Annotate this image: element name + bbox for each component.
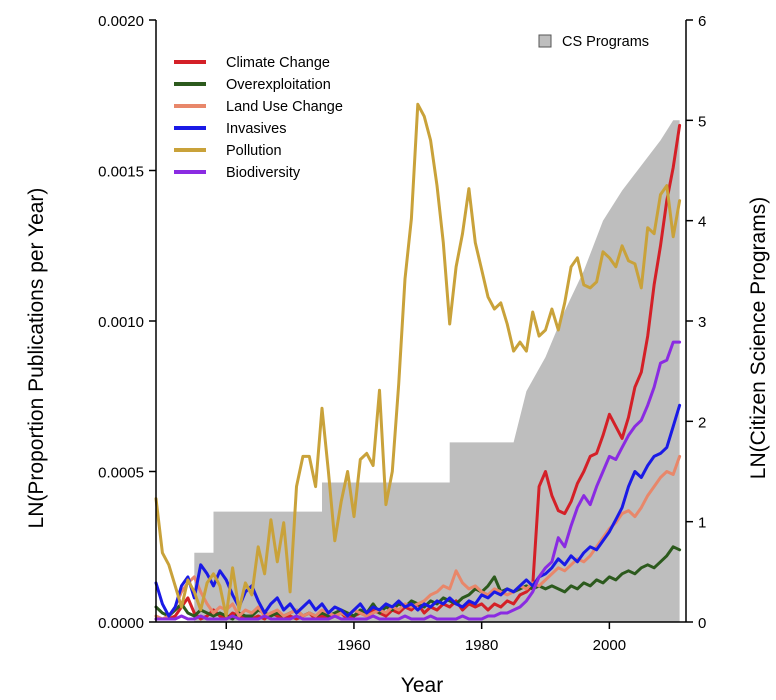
legend-label-biodiversity: Biodiversity	[226, 165, 301, 181]
series-line-land-use-change	[154, 454, 682, 621]
series-line-pollution	[154, 102, 682, 618]
series-layer	[154, 102, 682, 621]
y-right-tick-label-0: 0	[698, 615, 706, 632]
y-right-tick-label-3: 3	[698, 314, 706, 331]
axes-layer: 1940 1960 1980 2000 0.0000 0.0005 0.0010 0.0015…	[98, 13, 706, 654]
legend-swatch-cs-programs	[538, 34, 552, 48]
y-right-tick-label-2: 2	[698, 414, 706, 431]
x-tick-label-2000: 2000	[593, 637, 626, 654]
legend-label-invasives: Invasives	[226, 121, 286, 137]
y-left-tick-label-0.0010: 0.0010	[98, 314, 144, 331]
area-legend: CS Programs	[538, 34, 649, 50]
y-right-tick-label-4: 4	[698, 214, 706, 231]
cs-programs-area-layer	[156, 120, 680, 623]
y-axis-right-title: LN(Citizen Science Programs)	[747, 197, 770, 479]
y-left-tick-label-0.0015: 0.0015	[98, 164, 144, 181]
x-tick-label-1960: 1960	[337, 637, 370, 654]
cs-programs-area	[156, 120, 680, 623]
legend: Climate Change Overexploitation Land Use C…	[174, 55, 343, 181]
y-left-tick-label-0.0000: 0.0000	[98, 615, 144, 632]
series-line-biodiversity	[154, 340, 682, 621]
legend-label-pollution: Pollution	[226, 143, 282, 159]
y-axis-left-title: LN(Proportion Publications per Year)	[25, 188, 48, 529]
legend-label-climate-change: Climate Change	[226, 55, 330, 71]
y-right-tick-label-5: 5	[698, 113, 706, 130]
legend-label-cs-programs: CS Programs	[562, 34, 649, 50]
y-left-tick-label-0.0020: 0.0020	[98, 13, 144, 30]
x-axis-title: Year	[401, 674, 443, 697]
legend-label-land-use-change: Land Use Change	[226, 99, 343, 115]
y-left-tick-label-0.0005: 0.0005	[98, 465, 144, 482]
y-right-tick-label-6: 6	[698, 13, 706, 30]
legend-label-overexploitation: Overexploitation	[226, 77, 331, 93]
y-right-tick-label-1: 1	[698, 515, 706, 532]
x-tick-label-1980: 1980	[465, 637, 498, 654]
x-tick-label-1940: 1940	[210, 637, 243, 654]
